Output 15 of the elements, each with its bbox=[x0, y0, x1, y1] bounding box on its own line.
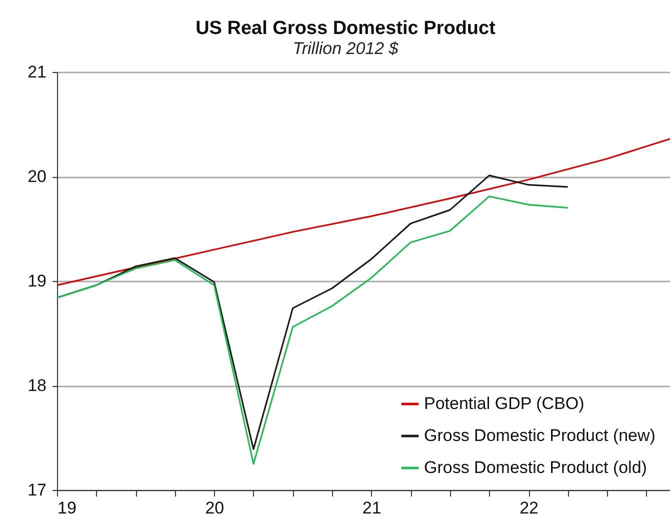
legend-label: Potential GDP (CBO) bbox=[424, 394, 584, 413]
y-tick-label: 19 bbox=[28, 272, 46, 290]
legend-label: Gross Domestic Product (new) bbox=[424, 426, 656, 445]
legend-label: Gross Domestic Product (old) bbox=[424, 458, 647, 477]
y-tick-label: 20 bbox=[28, 167, 46, 186]
y-tick-label: 21 bbox=[28, 62, 46, 82]
x-tick-label: 19 bbox=[58, 498, 76, 518]
line-series bbox=[57, 138, 670, 286]
x-tick-label: 20 bbox=[205, 498, 224, 518]
x-tick-label: 21 bbox=[362, 498, 382, 518]
y-tick-label: 18 bbox=[28, 376, 46, 395]
y-tick-label: 17 bbox=[28, 480, 46, 500]
chart-subtitle: Trillion 2012 $ bbox=[292, 39, 399, 58]
chart-title: US Real Gross Domestic Product bbox=[196, 18, 496, 39]
x-tick-label: 22 bbox=[520, 498, 538, 518]
